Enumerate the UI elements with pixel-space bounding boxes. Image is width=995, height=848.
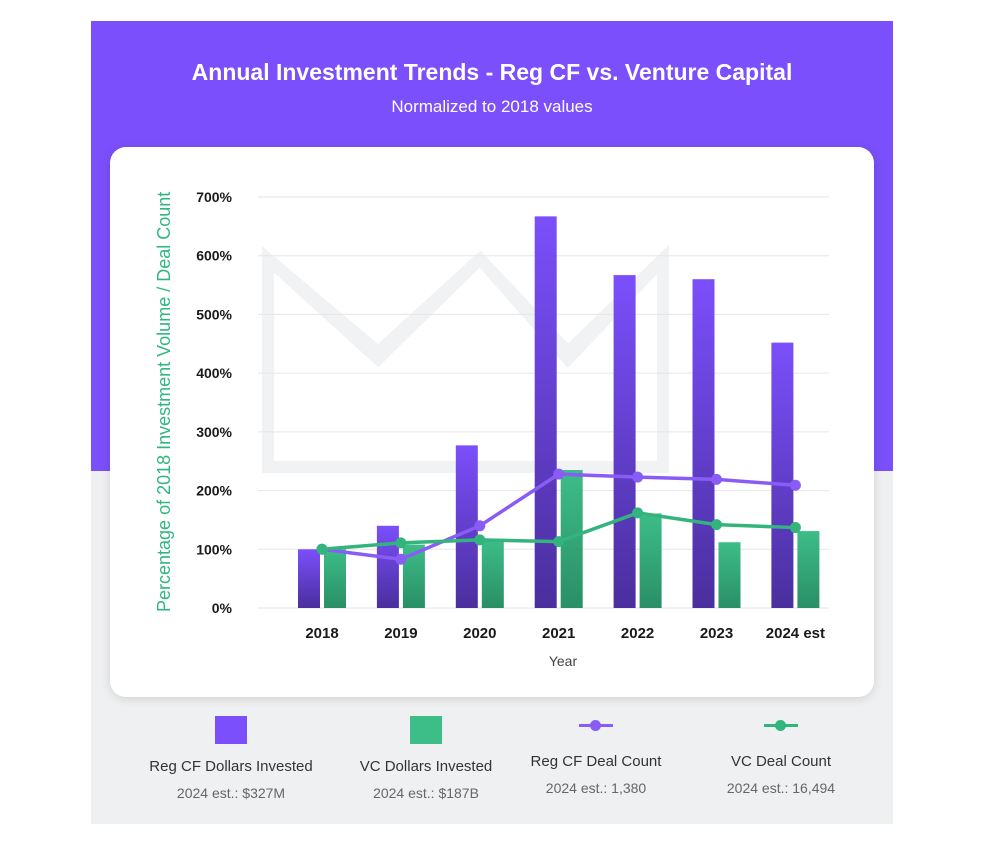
y-tick-label: 400% xyxy=(196,365,232,381)
y-tick-label: 500% xyxy=(196,306,232,322)
point-vc-deal-count xyxy=(632,507,644,519)
legend-square-icon xyxy=(410,716,442,744)
point-vc-deal-count xyxy=(553,536,565,548)
x-tick-label: 2023 xyxy=(700,625,733,642)
legend-item-regcf-deals: Reg CF Deal Count 2024 est.: 1,380 xyxy=(501,711,691,796)
x-tick-label: 2024 est xyxy=(766,625,825,642)
x-tick-label: 2018 xyxy=(305,625,338,642)
legend-label: VC Dollars Invested xyxy=(359,758,493,775)
legend-line-dot-icon xyxy=(579,711,613,739)
chart-card: 0% 100% 200% 300% 400% 500% 600% 700% 2018 2019 20… xyxy=(110,147,874,697)
point-vc-deal-count xyxy=(395,537,407,549)
bar-regcf-dollars xyxy=(613,275,636,608)
point-vc-deal-count xyxy=(711,519,722,531)
bar-regcf-dollars xyxy=(298,549,320,608)
bar-vc-dollars xyxy=(402,544,425,608)
y-tick-label: 200% xyxy=(196,483,232,499)
legend-label: Reg CF Dollars Invested xyxy=(149,758,313,775)
point-regcf-deal-count xyxy=(474,520,486,532)
x-tick-label: 2021 xyxy=(542,625,575,642)
y-tick-label: 0% xyxy=(212,600,233,616)
y-tick-label: 100% xyxy=(196,541,232,557)
x-tick-label: 2019 xyxy=(384,625,417,642)
legend-line-dot-icon xyxy=(764,711,798,739)
legend-estimate: 2024 est.: $327M xyxy=(176,785,286,801)
point-regcf-deal-count xyxy=(711,473,722,485)
point-regcf-deal-count xyxy=(789,479,801,491)
legend-square-icon xyxy=(215,716,247,744)
x-axis-label: Year xyxy=(549,653,578,669)
bar-vc-dollars xyxy=(481,539,504,608)
chart-subtitle: Normalized to 2018 values xyxy=(391,97,593,116)
bar-regcf-dollars xyxy=(376,525,399,608)
legend-estimate: 2024 est.: 1,380 xyxy=(545,780,647,796)
point-regcf-deal-count xyxy=(553,468,565,480)
legend-item-regcf-dollars: Reg CF Dollars Invested 2024 est.: $327M xyxy=(136,711,326,801)
legend-label: Reg CF Deal Count xyxy=(530,753,662,770)
legend-label: VC Deal Count xyxy=(730,753,832,770)
y-tick-label: 700% xyxy=(196,189,232,205)
bar-regcf-dollars xyxy=(771,342,794,608)
y-axis-label: Percentage of 2018 Investment Volume / D… xyxy=(154,191,174,613)
bar-vc-dollars xyxy=(560,470,583,608)
x-tick-label: 2020 xyxy=(463,625,496,642)
bar-vc-dollars xyxy=(718,542,741,608)
bar-vc-dollars xyxy=(639,513,662,608)
legend-estimate: 2024 est.: $187B xyxy=(373,785,479,801)
point-regcf-deal-count xyxy=(395,553,407,565)
point-vc-deal-count xyxy=(316,543,328,555)
y-tick-label: 300% xyxy=(196,424,232,440)
bar-vc-dollars xyxy=(324,549,346,608)
chart-plot: 0% 100% 200% 300% 400% 500% 600% 700% 2018 2019 20… xyxy=(196,189,829,669)
bar-regcf-dollars xyxy=(455,445,478,608)
y-tick-label: 600% xyxy=(196,248,232,264)
point-vc-deal-count xyxy=(789,522,801,534)
point-vc-deal-count xyxy=(474,534,486,546)
point-regcf-deal-count xyxy=(632,471,644,483)
x-tick-label: 2022 xyxy=(621,625,654,642)
legend: Reg CF Dollars Invested 2024 est.: $327M… xyxy=(91,711,893,821)
legend-estimate: 2024 est.: 16,494 xyxy=(726,780,836,796)
legend-item-vc-dollars: VC Dollars Invested 2024 est.: $187B xyxy=(331,711,521,801)
bar-regcf-dollars xyxy=(534,216,557,608)
bar-vc-dollars xyxy=(797,531,820,608)
chart-title: Annual Investment Trends - Reg CF vs. Ve… xyxy=(191,59,793,85)
legend-item-vc-deals: VC Deal Count 2024 est.: 16,494 xyxy=(686,711,876,796)
watermark-logo xyxy=(262,244,669,473)
chart-frame: Annual Investment Trends - Reg CF vs. Ve… xyxy=(91,21,893,824)
bar-regcf-dollars xyxy=(692,279,715,608)
